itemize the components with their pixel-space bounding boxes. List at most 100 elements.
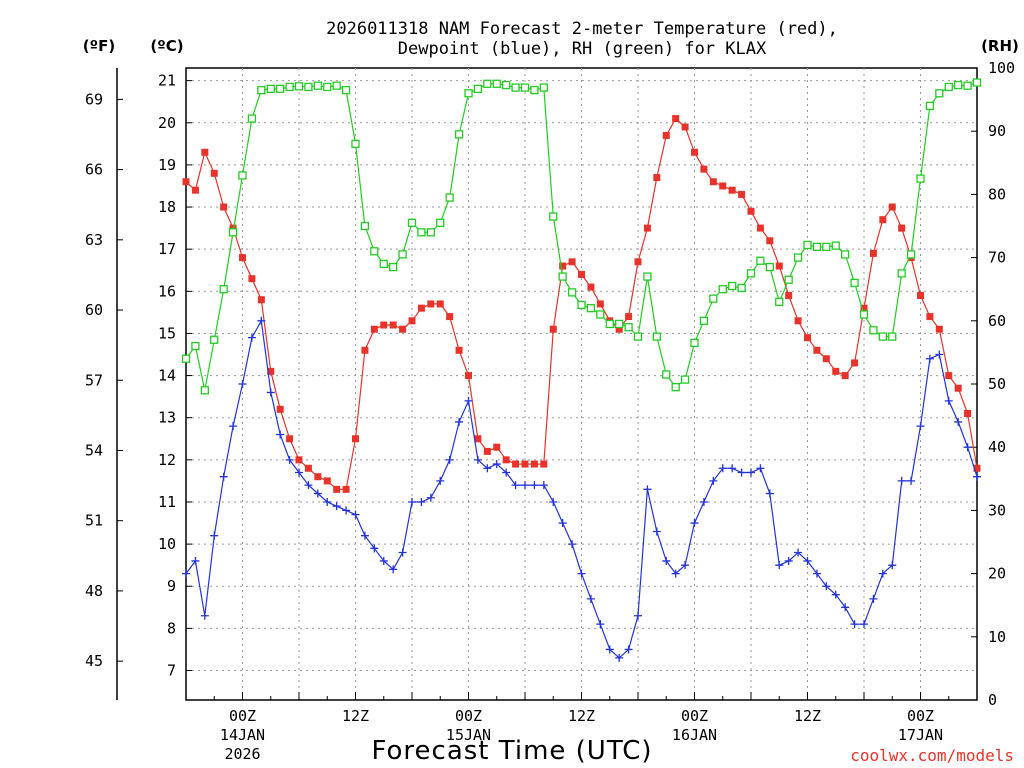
point-2-meter-temperature-73 [700, 165, 708, 173]
point-rh-57 [549, 212, 558, 221]
point-dewpoint-50 [483, 464, 492, 473]
point-2-meter-temperature-80 [766, 237, 774, 245]
point-dewpoint-36 [351, 510, 360, 519]
point-dewpoint-58 [558, 519, 567, 528]
point-dewpoint-26 [257, 316, 266, 325]
tick-label-fahrenheit-57: 57 [85, 371, 103, 389]
point-2-meter-temperature-70 [672, 115, 680, 123]
tick-label-fahrenheit-54: 54 [85, 441, 103, 459]
point-2-meter-temperature-54 [521, 460, 529, 468]
point-rh-21 [210, 335, 219, 344]
point-dewpoint-71 [681, 561, 690, 570]
point-rh-33 [323, 82, 332, 92]
point-2-meter-temperature-101 [964, 409, 972, 417]
point-2-meter-temperature-61 [587, 283, 595, 291]
point-dewpoint-96 [916, 422, 925, 431]
point-dewpoint-38 [370, 544, 379, 553]
point-rh-29 [285, 82, 294, 92]
point-2-meter-temperature-66 [634, 258, 642, 266]
point-2-meter-temperature-91 [869, 249, 877, 257]
point-dewpoint-91 [869, 594, 878, 603]
point-dewpoint-97 [925, 354, 934, 363]
point-dewpoint-29 [285, 455, 294, 464]
point-2-meter-temperature-31 [304, 464, 312, 472]
point-dewpoint-94 [897, 476, 906, 485]
point-rh-69 [662, 370, 671, 379]
tick-label-time-36: 12Z [342, 707, 369, 725]
point-rh-88 [841, 250, 850, 259]
point-rh-39 [379, 259, 388, 269]
point-dewpoint-31 [304, 481, 313, 490]
point-2-meter-temperature-87 [832, 367, 840, 375]
tick-label-celsius-17: 17 [158, 240, 176, 258]
point-2-meter-temperature-26 [257, 296, 265, 304]
point-2-meter-temperature-98 [935, 325, 943, 333]
point-dewpoint-67 [643, 485, 652, 494]
point-rh-102 [972, 78, 982, 87]
point-dewpoint-59 [568, 540, 577, 549]
point-dewpoint-63 [605, 645, 614, 654]
tick-label-year-24: 2026 [224, 745, 260, 763]
point-dewpoint-95 [907, 476, 916, 485]
point-2-meter-temperature-37 [361, 346, 369, 354]
tick-label-fahrenheit-48: 48 [85, 582, 103, 600]
point-2-meter-temperature-49 [474, 435, 482, 443]
point-dewpoint-102 [973, 472, 981, 481]
point-rh-83 [793, 253, 803, 262]
point-dewpoint-55 [530, 481, 539, 490]
tick-label-date-24: 14JAN [220, 726, 265, 744]
point-2-meter-temperature-27 [267, 367, 275, 375]
tick-label-celsius-16: 16 [158, 282, 176, 300]
point-rh-50 [483, 79, 492, 88]
point-dewpoint-99 [944, 396, 953, 405]
point-rh-28 [276, 84, 285, 94]
tick-label-celsius-11: 11 [158, 493, 176, 511]
point-dewpoint-65 [624, 645, 633, 654]
point-rh-63 [605, 319, 614, 329]
point-rh-96 [916, 174, 925, 183]
point-2-meter-temperature-40 [389, 321, 397, 329]
point-2-meter-temperature-43 [417, 304, 425, 312]
point-dewpoint-52 [502, 468, 511, 477]
point-dewpoint-18 [182, 569, 190, 578]
point-dewpoint-19 [191, 556, 200, 565]
point-2-meter-temperature-64 [615, 325, 623, 333]
point-dewpoint-98 [935, 350, 944, 359]
point-rh-68 [652, 332, 661, 341]
point-rh-60 [577, 300, 586, 310]
point-rh-27 [266, 84, 275, 94]
point-2-meter-temperature-39 [380, 321, 388, 329]
point-2-meter-temperature-29 [286, 435, 294, 443]
plot-frame [185, 67, 978, 701]
point-2-meter-temperature-58 [559, 262, 567, 270]
point-2-meter-temperature-56 [540, 460, 548, 468]
point-rh-38 [370, 247, 379, 256]
point-dewpoint-60 [577, 569, 586, 578]
point-2-meter-temperature-50 [483, 447, 491, 455]
point-rh-82 [784, 275, 793, 284]
point-2-meter-temperature-20 [201, 148, 209, 156]
point-dewpoint-20 [200, 611, 209, 620]
point-rh-95 [906, 250, 916, 259]
point-rh-59 [567, 288, 577, 297]
point-rh-86 [822, 242, 831, 252]
point-rh-49 [473, 84, 483, 94]
point-dewpoint-70 [671, 569, 680, 578]
point-dewpoint-54 [521, 481, 529, 490]
point-dewpoint-57 [549, 497, 558, 506]
point-dewpoint-68 [652, 527, 661, 536]
point-rh-58 [558, 272, 567, 281]
grid [186, 68, 977, 700]
point-2-meter-temperature-25 [248, 275, 256, 283]
point-rh-42 [407, 218, 417, 227]
point-rh-75 [718, 285, 727, 294]
point-2-meter-temperature-65 [625, 313, 633, 321]
point-rh-23 [228, 228, 238, 237]
point-dewpoint-28 [276, 430, 285, 439]
point-dewpoint-44 [426, 493, 435, 502]
point-2-meter-temperature-22 [220, 203, 228, 211]
point-rh-101 [963, 81, 972, 90]
tick-label-rh-20: 20 [988, 565, 1006, 583]
point-dewpoint-89 [850, 620, 859, 629]
